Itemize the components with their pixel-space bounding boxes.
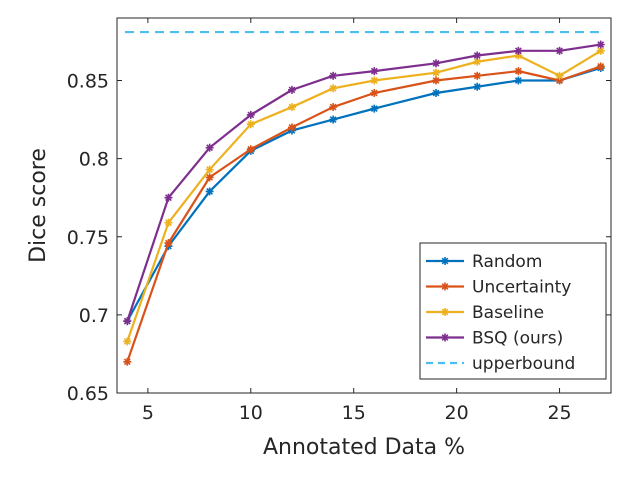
data-point <box>370 104 379 113</box>
y-tick-label: 0.85 <box>67 71 109 93</box>
data-point <box>432 68 441 77</box>
legend-item: Random <box>426 252 542 272</box>
x-tick-label: 15 <box>342 402 366 424</box>
data-point <box>287 103 296 112</box>
data-point <box>164 218 173 227</box>
data-point <box>246 145 255 154</box>
data-point <box>514 76 523 85</box>
data-point <box>596 62 605 71</box>
y-tick-label: 0.7 <box>79 305 109 327</box>
data-point <box>329 115 338 124</box>
data-point <box>205 143 214 152</box>
legend-label: Baseline <box>472 303 544 323</box>
data-point <box>164 239 173 247</box>
x-tick-label: 25 <box>547 402 571 424</box>
series-line <box>126 43 601 322</box>
x-axis-label: Annotated Data % <box>263 435 465 460</box>
data-point <box>514 46 523 55</box>
data-point <box>370 76 379 85</box>
data-point <box>123 337 132 346</box>
data-point <box>205 165 214 174</box>
legend-item: Uncertainty <box>426 278 571 298</box>
data-point <box>514 67 523 76</box>
legend-label: Uncertainty <box>472 278 571 298</box>
legend-label: Random <box>472 252 542 272</box>
data-point <box>205 187 214 196</box>
data-point <box>441 333 449 342</box>
legend-label: upperbound <box>472 354 575 374</box>
data-point <box>123 357 132 366</box>
y-tick-label: 0.75 <box>67 227 109 249</box>
data-point <box>432 59 441 68</box>
legend-item: Baseline <box>426 303 544 323</box>
y-tick-label: 0.65 <box>67 383 109 405</box>
data-point <box>329 71 338 80</box>
data-point <box>370 89 379 97</box>
data-point <box>596 40 605 49</box>
data-point <box>441 257 449 265</box>
series-layer <box>123 30 605 366</box>
series-bsq-ours <box>123 40 605 326</box>
data-point <box>370 67 379 76</box>
series-line <box>126 49 602 342</box>
y-axis-label: Dice score <box>26 148 51 263</box>
series-uncertainty <box>123 62 605 366</box>
series-line <box>126 65 602 363</box>
legend-item: upperbound <box>426 354 575 374</box>
data-point <box>287 85 296 94</box>
legend-item: BSQ (ours) <box>426 329 563 349</box>
x-tick-label: 10 <box>239 402 263 424</box>
data-point <box>473 82 482 91</box>
x-tick-label: 5 <box>142 402 154 424</box>
data-point <box>246 120 255 129</box>
data-point <box>473 71 482 80</box>
legend-label: BSQ (ours) <box>472 329 563 349</box>
x-tick-label: 20 <box>445 402 469 424</box>
data-point <box>473 51 482 60</box>
data-point <box>432 89 441 97</box>
series-baseline <box>123 46 605 346</box>
data-point <box>164 193 173 202</box>
ticks-layer: 5 10 15 20 25 0.65 0.7 0.75 0.8 0.85 <box>67 18 611 424</box>
data-point <box>441 308 449 316</box>
data-point <box>432 76 441 85</box>
plot-frame <box>116 17 612 394</box>
data-point <box>329 103 338 112</box>
data-point <box>287 123 296 132</box>
data-point <box>205 173 214 182</box>
y-tick-label: 0.8 <box>79 149 109 171</box>
legend: Random Uncertainty Baseline BSQ (ours) upper… <box>419 242 607 380</box>
data-point <box>555 46 564 55</box>
data-point <box>555 71 564 80</box>
data-point <box>246 110 255 119</box>
data-point <box>123 317 132 326</box>
data-point <box>329 84 338 93</box>
series-line <box>126 66 602 322</box>
data-point <box>441 282 449 291</box>
